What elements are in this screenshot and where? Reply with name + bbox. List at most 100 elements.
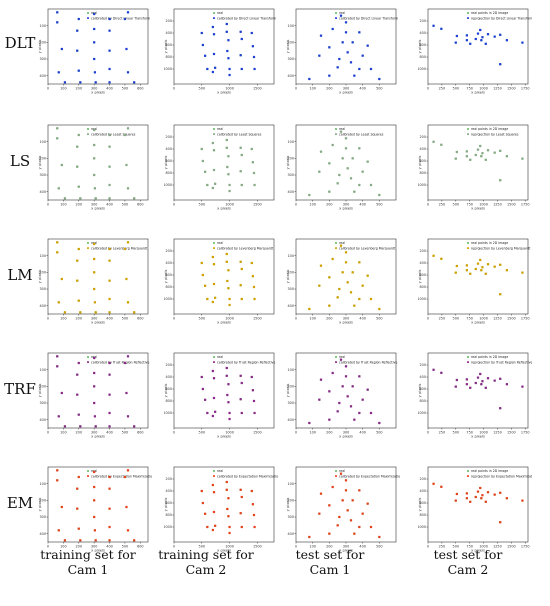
point-calibrated <box>56 355 59 358</box>
y-axis-label: y pixels <box>164 498 168 512</box>
point-calibrated <box>93 157 96 160</box>
legend-entry-calibrated: reprojection by Least Squares <box>471 132 519 136</box>
point-calibrated <box>63 197 67 200</box>
x-tick-label: 400 <box>106 203 112 207</box>
point-calibrated <box>328 74 331 77</box>
point-calibrated <box>499 63 502 66</box>
point-calibrated <box>126 355 130 358</box>
legend-marker-real <box>213 242 215 244</box>
point-calibrated <box>200 31 203 35</box>
y-axis-label: y pixels <box>286 270 290 284</box>
legend-marker-real <box>87 470 89 472</box>
point-calibrated <box>204 512 207 515</box>
col-label-line: Cam 1 <box>309 562 351 577</box>
point-calibrated <box>253 297 256 301</box>
y-tick-label: 1000 <box>418 411 426 415</box>
x-tick-label: 400 <box>359 431 365 435</box>
point-calibrated <box>227 39 230 42</box>
point-calibrated <box>476 490 480 493</box>
point-calibrated <box>521 271 524 274</box>
x-tick-label: 200 <box>76 545 82 549</box>
point-calibrated <box>240 495 243 499</box>
y-axis-label: y pixels <box>286 40 290 54</box>
point-calibrated <box>499 407 502 410</box>
point-calibrated <box>481 152 484 155</box>
point-calibrated <box>474 267 477 271</box>
point-calibrated <box>76 145 79 148</box>
point-calibrated <box>93 485 96 489</box>
legend-entry-calibrated: reprojection by Levenberg Marquardt <box>471 246 531 250</box>
legend-marker-calibrated <box>213 475 215 477</box>
point-calibrated <box>76 487 79 490</box>
x-tick-label: 300 <box>91 317 97 321</box>
point-calibrated <box>358 489 361 492</box>
scatter-lm-3: 0 250 500 750 1000 1250 1500 1750 200 400 600 800 10… <box>418 238 531 325</box>
point-calibrated <box>505 39 508 42</box>
y-tick-label: 200 <box>40 499 46 503</box>
point-calibrated <box>93 27 96 31</box>
point-calibrated <box>338 401 341 405</box>
y-tick-label: 400 <box>40 74 46 78</box>
scatter-em-2: 0 100 200 300 400 500 100 200 300 400 x pixels y pi… <box>286 466 400 553</box>
y-tick-label: 600 <box>420 273 426 277</box>
point-calibrated <box>226 49 229 53</box>
x-tick-label: 1000 <box>225 317 234 321</box>
point-calibrated <box>239 398 242 401</box>
point-calibrated <box>319 378 323 381</box>
x-tick-label: 1500 <box>507 545 516 549</box>
x-tick-label: 500 <box>453 317 459 321</box>
point-calibrated <box>93 415 97 418</box>
legend-marker-real <box>213 12 215 14</box>
y-tick-label: 800 <box>166 55 172 59</box>
legend-entry-calibrated: calibrated by Direct Linear Transform <box>91 16 150 20</box>
y-tick-label: 300 <box>288 515 294 519</box>
row-label-em: EM <box>6 494 34 512</box>
point-calibrated <box>200 147 203 151</box>
y-tick-label: 200 <box>288 157 294 161</box>
x-tick-label: 1000 <box>479 87 488 91</box>
legend-entry-real: real <box>217 11 223 15</box>
point-calibrated <box>366 388 369 391</box>
point-calibrated <box>331 371 334 375</box>
x-tick-label: 500 <box>199 431 205 435</box>
legend-marker-real <box>335 128 337 130</box>
point-calibrated <box>339 358 343 361</box>
point-calibrated <box>240 411 243 415</box>
legend-entry-calibrated: calibrated by Least Squares <box>339 132 384 136</box>
point-calibrated <box>479 372 482 376</box>
point-calibrated <box>239 284 242 287</box>
legend-marker-calibrated <box>87 17 89 19</box>
point-calibrated <box>432 140 435 143</box>
point-calibrated <box>239 512 242 515</box>
plot-frame <box>173 466 275 543</box>
point-calibrated <box>250 261 253 265</box>
point-calibrated <box>212 510 216 514</box>
point-calibrated <box>125 277 128 281</box>
legend-entry-calibrated: calibrated by Levenberg Marquardt <box>217 246 274 250</box>
x-tick-label: 0 <box>427 545 429 549</box>
point-calibrated <box>126 11 130 14</box>
point-calibrated <box>336 410 339 413</box>
point-calibrated <box>484 500 487 503</box>
point-calibrated <box>204 170 207 173</box>
point-calibrated <box>214 410 217 413</box>
row-label-ls: LS <box>9 152 31 170</box>
point-calibrated <box>484 42 487 45</box>
point-calibrated <box>493 265 496 268</box>
legend-entry-calibrated: calibrated by Expectation Maximization <box>91 474 152 478</box>
x-tick-label: 100 <box>60 203 66 207</box>
legend-entry-real: real points in 2D image <box>471 355 508 359</box>
point-calibrated <box>93 301 97 304</box>
point-calibrated <box>465 264 468 267</box>
point-calibrated <box>239 170 242 173</box>
x-tick-label: 0 <box>47 87 49 91</box>
point-calibrated <box>227 269 230 272</box>
point-calibrated <box>225 480 228 484</box>
point-calibrated <box>108 525 111 529</box>
legend-marker-real <box>213 470 215 472</box>
y-tick-label: 400 <box>40 304 46 308</box>
point-calibrated <box>344 365 348 368</box>
point-calibrated <box>346 51 349 54</box>
point-calibrated <box>486 149 490 152</box>
